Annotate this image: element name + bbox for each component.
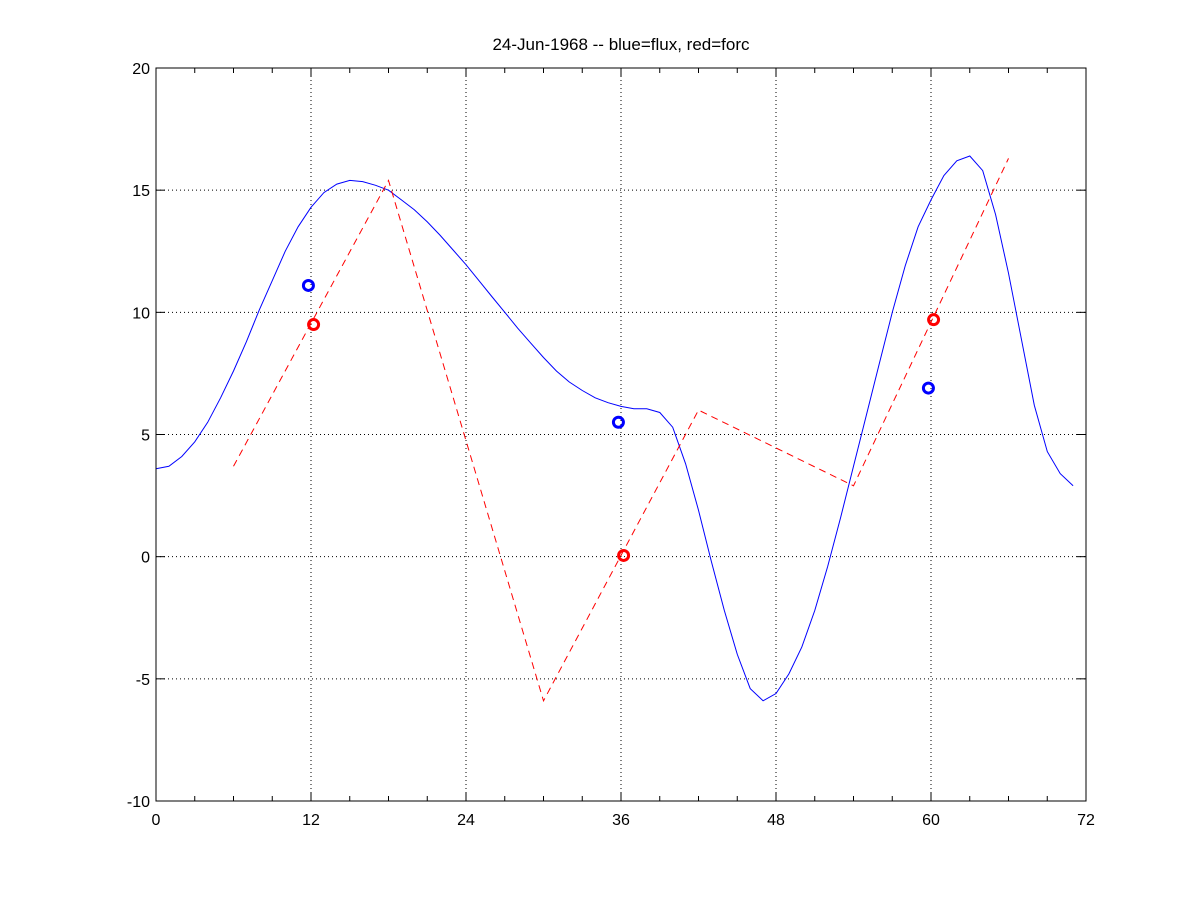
x-tick-label: 36 [612, 812, 630, 829]
y-tick-label: 5 [141, 428, 150, 445]
x-tick-label: 48 [767, 812, 785, 829]
y-tick-label: 0 [141, 550, 150, 567]
axis-ticks: 0 12 24 36 48 60 72 -10 -5 0 5 10 15 20 [127, 61, 1095, 829]
x-tick-label: 12 [302, 812, 320, 829]
x-tick-label: 24 [457, 812, 475, 829]
forc-marker-point [307, 318, 321, 332]
x-tick-label: 72 [1077, 812, 1095, 829]
y-tick-label: 15 [132, 183, 150, 200]
flux-marker-point [301, 278, 315, 292]
y-tick-label: -5 [136, 672, 150, 689]
flux-marker-point [921, 381, 935, 395]
y-tick-label: -10 [127, 794, 150, 811]
flux-series-line [155, 155, 1074, 702]
forc-marker-point [927, 313, 941, 327]
y-tick-label: 10 [132, 305, 150, 322]
flux-marker-point [611, 415, 625, 429]
marker-layer [301, 278, 941, 562]
grid-lines [156, 68, 1086, 801]
x-tick-label: 0 [152, 812, 161, 829]
series-layer [155, 155, 1074, 703]
chart-title: 24-Jun-1968 -- blue=flux, red=forc [492, 35, 750, 54]
forc-series-line [233, 158, 1009, 703]
forc-marker-point [617, 548, 631, 562]
x-tick-label: 60 [922, 812, 940, 829]
y-tick-label: 20 [132, 61, 150, 78]
